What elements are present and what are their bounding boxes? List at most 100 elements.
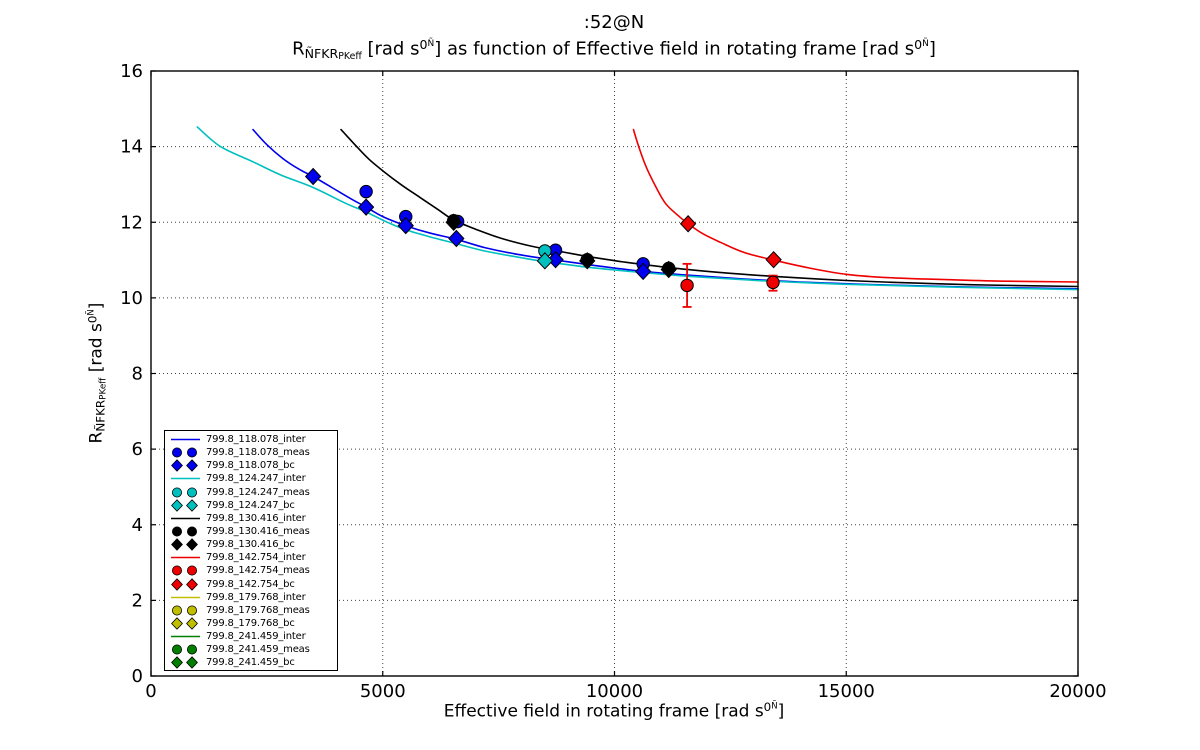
- legend: 799.8_118.078_inter 799.8_118.078_meas 799…: [164, 430, 338, 671]
- legend-marker-line: [171, 557, 200, 559]
- chart-title: :52@N: [583, 12, 645, 33]
- legend-item-label: 799.8_124.247_inter: [206, 473, 306, 485]
- label-segment: ÑFKR: [93, 399, 108, 432]
- y-tick-label: 4: [132, 515, 143, 536]
- legend-item-label: 799.8_241.459_meas: [206, 644, 310, 656]
- legend-item-label: 799.8_241.459_inter: [206, 631, 306, 643]
- legend-item-label: 799.8_179.768_bc: [206, 618, 295, 630]
- label-segment: ]: [777, 701, 785, 722]
- legend-item: 799.8_142.754_meas: [165, 564, 337, 577]
- x-tick-label: 10000: [586, 681, 643, 702]
- y-axis-label: RÑFKRPKeff [rad s0Ñ]: [85, 303, 108, 444]
- marker-diamond-799.8_118.078_bc: [304, 167, 322, 186]
- legend-item: 799.8_124.247_inter: [165, 472, 337, 485]
- legend-marker-circle: [172, 487, 197, 498]
- legend-marker-diamond: [171, 459, 198, 473]
- x-tick-label: 15000: [818, 681, 875, 702]
- label-segment: Ñ: [427, 39, 435, 50]
- marker-diamond-799.8_130.416_bc: [445, 213, 462, 231]
- legend-item: 799.8_118.078_bc: [165, 459, 337, 473]
- legend-item: 799.8_179.768_inter: [165, 591, 337, 604]
- curve-799.8_130.416_inter: [340, 128, 1079, 288]
- legend-marker-line: [171, 478, 200, 480]
- marker-diamond-799.8_118.078_bc: [634, 262, 652, 281]
- legend-item: 799.8_241.459_meas: [165, 643, 337, 656]
- x-tick-label: 0: [145, 681, 156, 702]
- label-segment: PKeff: [98, 377, 109, 400]
- label-segment: [rad s: [361, 38, 420, 60]
- label-segment: R: [86, 431, 107, 444]
- y-tick-label: 8: [132, 364, 143, 385]
- legend-marker-diamond: [171, 656, 198, 670]
- marker-diamond-799.8_118.078_bc: [547, 250, 564, 269]
- label-segment: PKeff: [338, 50, 362, 62]
- legend-item-label: 799.8_142.754_inter: [206, 552, 306, 564]
- legend-item-label: 799.8_124.247_meas: [206, 486, 310, 498]
- x-tick-label: 20000: [1049, 681, 1106, 702]
- legend-item: 799.8_118.078_meas: [165, 446, 337, 459]
- x-axis-label: Effective field in rotating frame [rad s…: [444, 700, 785, 721]
- marker-diamond-799.8_118.078_bc: [448, 229, 465, 248]
- marker-circle-799.8_118.078_meas: [359, 184, 373, 199]
- y-tick-label: 0: [132, 666, 143, 687]
- legend-marker-circle: [172, 565, 197, 576]
- label-segment: 0: [419, 37, 428, 52]
- legend-marker-diamond: [171, 617, 198, 630]
- legend-item-label: 799.8_142.754_meas: [206, 565, 310, 577]
- label-segment: ] as function of Effective field in rota…: [434, 38, 915, 60]
- marker-diamond-799.8_142.754_bc: [679, 215, 697, 233]
- legend-item: 799.8_118.078_inter: [165, 433, 337, 446]
- legend-item-label: 799.8_179.768_meas: [206, 604, 310, 616]
- y-tick-label: 16: [120, 61, 143, 82]
- y-tick-label: 14: [120, 137, 143, 158]
- legend-item: 799.8_241.459_inter: [165, 630, 337, 643]
- legend-item-label: 799.8_118.078_bc: [206, 460, 295, 472]
- legend-item: 799.8_124.247_meas: [165, 486, 337, 499]
- label-segment: Ñ: [86, 309, 97, 316]
- label-segment: 0: [85, 315, 100, 324]
- legend-marker-diamond: [171, 498, 198, 512]
- marker-diamond-799.8_118.078_bc: [397, 216, 414, 235]
- legend-marker-circle: [172, 526, 197, 537]
- legend-item: 799.8_130.416_meas: [165, 525, 337, 538]
- legend-item: 799.8_124.247_bc: [165, 498, 337, 512]
- legend-item: 799.8_142.754_inter: [165, 551, 337, 564]
- marker-diamond-799.8_142.754_bc: [765, 250, 782, 269]
- y-tick-label: 6: [132, 439, 143, 460]
- legend-item-label: 799.8_124.247_bc: [206, 499, 295, 511]
- legend-marker-circle: [172, 605, 197, 616]
- label-segment: 0: [763, 700, 772, 714]
- legend-item: 799.8_179.768_meas: [165, 604, 337, 617]
- marker-circle-799.8_142.754_meas: [766, 275, 780, 290]
- y-tick-label: 12: [120, 212, 143, 233]
- legend-marker-line: [171, 517, 200, 520]
- legend-marker-line: [171, 635, 200, 638]
- legend-marker-line: [171, 596, 200, 599]
- legend-item-label: 799.8_142.754_bc: [206, 578, 295, 590]
- y-tick-label: 10: [120, 288, 143, 309]
- legend-item-label: 799.8_130.416_inter: [206, 512, 306, 524]
- legend-marker-diamond: [171, 577, 198, 591]
- marker-diamond-799.8_130.416_bc: [579, 252, 596, 270]
- label-segment: R: [292, 38, 305, 60]
- legend-item-label: 799.8_179.768_inter: [206, 591, 306, 603]
- label-segment: Ñ: [771, 701, 778, 712]
- x-tick-label: 5000: [360, 681, 406, 702]
- y-tick-label: 2: [132, 590, 143, 611]
- label-segment: Effective field in rotating frame [rad s: [443, 701, 764, 722]
- legend-item: 799.8_130.416_inter: [165, 512, 337, 525]
- legend-item: 799.8_130.416_bc: [165, 538, 337, 551]
- marker-diamond-799.8_130.416_bc: [660, 260, 677, 279]
- legend-marker-circle: [172, 447, 197, 458]
- chart-subtitle: RÑFKRPKeff [rad s0Ñ] as function of Effe…: [292, 37, 936, 62]
- label-segment: ]: [86, 302, 107, 310]
- legend-item: 799.8_142.754_bc: [165, 577, 337, 591]
- marker-diamond-799.8_118.078_bc: [357, 198, 375, 216]
- label-segment: ÑFKR: [304, 45, 339, 61]
- marker-diamond-799.8_124.247_bc: [536, 252, 554, 270]
- curve-799.8_142.754_inter: [632, 128, 1079, 283]
- legend-item-label: 799.8_118.078_meas: [206, 447, 310, 459]
- label-segment: 0: [914, 37, 923, 52]
